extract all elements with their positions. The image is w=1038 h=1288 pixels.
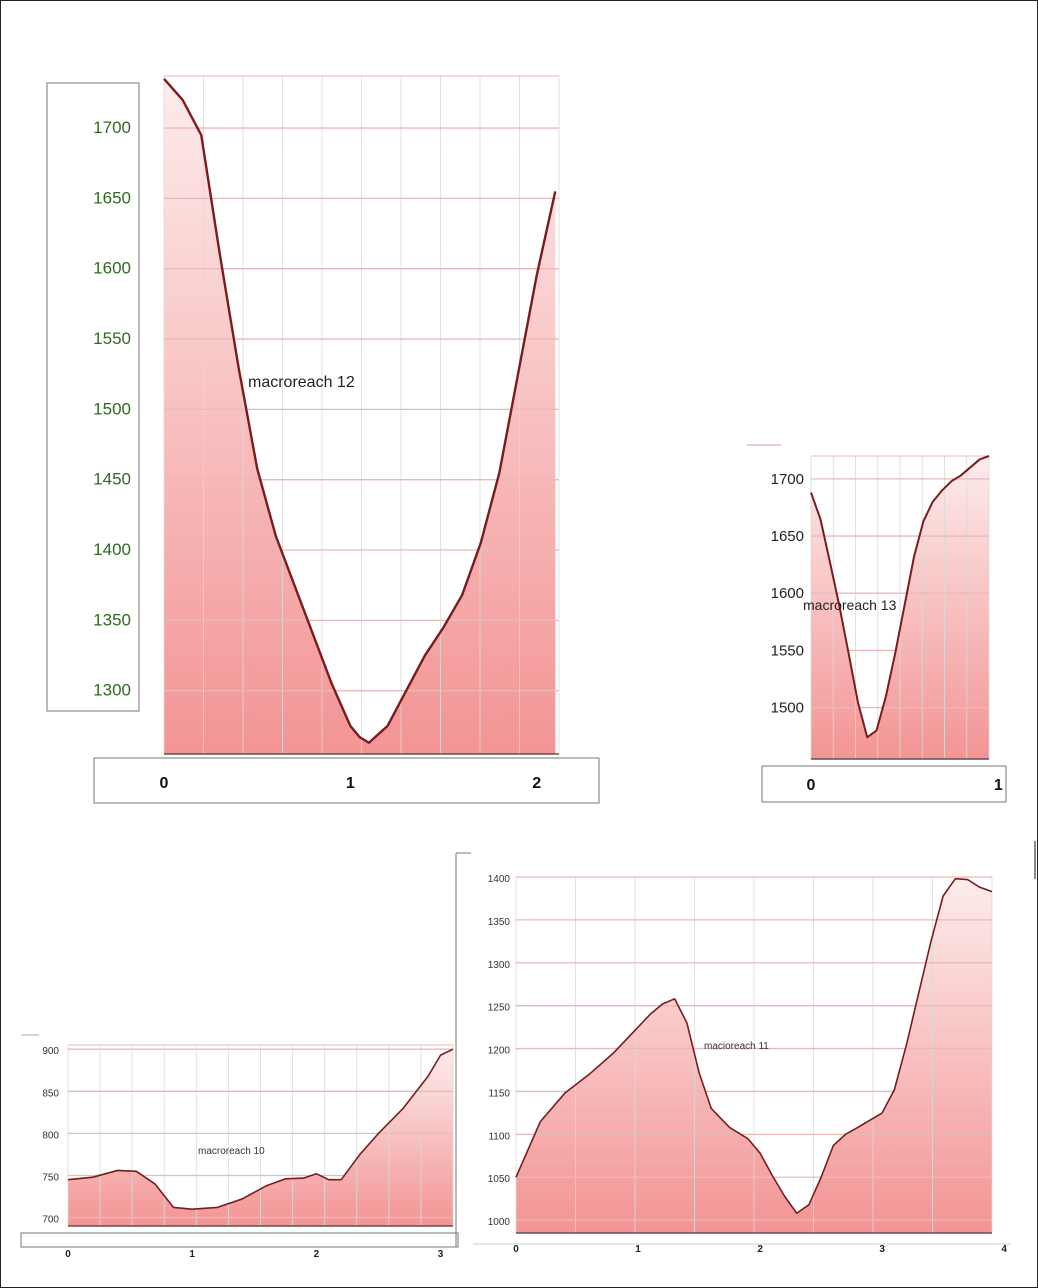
series-label: macroreach 13 <box>803 597 897 613</box>
series-label: macroreach 10 <box>198 1146 265 1157</box>
y-tick-label: 1700 <box>771 471 804 488</box>
y-tick-label: 1050 <box>488 1174 511 1185</box>
area-fill <box>164 78 556 754</box>
chart-2: 1700 1650 1600 1550 1500 0 1 macroreach 13 <box>747 444 1007 803</box>
y-tick-label: 750 <box>42 1172 59 1183</box>
profile-line <box>163 78 557 744</box>
x-axis-box <box>761 765 1007 803</box>
x-tick-label: 2 <box>314 1249 320 1260</box>
profile-line <box>515 877 993 1215</box>
series-label: macroreach 12 <box>248 374 355 391</box>
x-tick-label: 3 <box>879 1244 885 1255</box>
x-tick-label: 1 <box>635 1244 641 1255</box>
x-tick-label: 2 <box>757 1244 763 1255</box>
profile-line <box>67 1048 454 1210</box>
y-tick-label: 1100 <box>488 1131 510 1142</box>
y-tick-label: 1450 <box>93 470 131 489</box>
profile-line <box>810 455 990 739</box>
y-tick-label: 1500 <box>93 399 131 418</box>
y-tick-label: 1350 <box>488 917 511 928</box>
y-tick-label: 1650 <box>771 528 804 545</box>
y-tick-label: 1600 <box>93 259 131 278</box>
x-tick-label: 1 <box>189 1249 195 1260</box>
y-tick-label: 1350 <box>93 610 131 629</box>
y-tick-label: 1650 <box>93 188 131 207</box>
y-tick-label: 1400 <box>93 540 131 559</box>
y-tick-label: 1300 <box>488 960 511 971</box>
x-tick-label: 2 <box>532 775 541 792</box>
y-tick-label: 1400 <box>488 874 511 885</box>
x-axis-box <box>20 1232 459 1248</box>
y-tick-label: 1300 <box>93 681 131 700</box>
x-tick-label: 1 <box>994 777 1003 794</box>
x-tick-label: 0 <box>160 775 169 792</box>
y-tick-label: 1700 <box>93 118 131 137</box>
x-tick-label: 3 <box>438 1249 444 1260</box>
x-tick-label: 4 <box>1001 1244 1007 1255</box>
x-tick-label: 0 <box>65 1249 71 1260</box>
y-tick-label: 800 <box>42 1130 59 1141</box>
y-tick-label: 850 <box>42 1088 59 1099</box>
y-tick-label: 1550 <box>93 329 131 348</box>
x-tick-label: 0 <box>513 1244 519 1255</box>
x-tick-label: 1 <box>346 775 355 792</box>
chart-3: 900 850 800 750 700 0 1 2 3 macroreach 10 <box>20 1034 459 1260</box>
y-tick-label: 1200 <box>488 1046 511 1057</box>
y-axis-box <box>46 82 140 712</box>
y-tick-label: 1250 <box>488 1003 511 1014</box>
x-tick-label: 0 <box>807 777 816 794</box>
chart-4: 1400 1350 1300 1250 1200 1150 1100 1050 1000 0 1 2 3… <box>455 841 1036 1255</box>
y-tick-label: 1150 <box>488 1088 510 1099</box>
y-tick-label: 1550 <box>771 642 804 659</box>
y-tick-label: 1600 <box>771 585 804 602</box>
chart-1: 1700 1650 1600 1550 1500 1450 1400 1350 1300 0 1 2 m… <box>46 75 600 804</box>
y-tick-label: 1500 <box>771 700 804 717</box>
y-tick-label: 1000 <box>488 1217 511 1228</box>
y-tick-label: 700 <box>42 1215 59 1226</box>
x-axis-box <box>93 757 600 804</box>
y-tick-label: 900 <box>42 1046 59 1057</box>
series-label: macioreach 11 <box>704 1041 769 1052</box>
